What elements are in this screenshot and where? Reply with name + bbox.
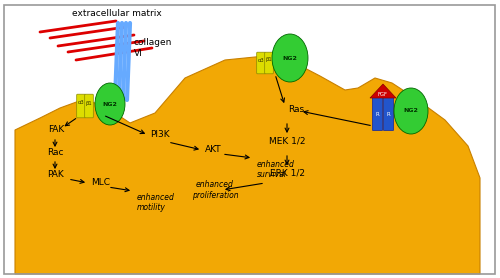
Text: R: R [376,111,380,116]
Text: AKT: AKT [205,145,222,154]
Text: PI3K: PI3K [150,130,170,139]
Text: MLC: MLC [91,178,110,187]
Ellipse shape [95,83,125,125]
Polygon shape [370,84,396,98]
Text: extracellular matrix: extracellular matrix [72,9,162,18]
Text: β1: β1 [86,101,92,105]
Text: enhanced
survival: enhanced survival [257,160,295,179]
Polygon shape [15,56,480,274]
Text: NG2: NG2 [102,101,118,106]
Ellipse shape [272,34,308,82]
Text: ERK 1/2: ERK 1/2 [270,168,304,177]
FancyBboxPatch shape [372,98,382,130]
Text: NG2: NG2 [404,108,418,113]
Text: NG2: NG2 [282,56,298,61]
Text: enhanced
proliferation: enhanced proliferation [192,180,238,200]
Text: collagen
VI: collagen VI [134,38,172,58]
FancyBboxPatch shape [76,94,86,118]
Text: MEK 1/2: MEK 1/2 [269,136,305,145]
Text: FAK: FAK [48,125,64,134]
FancyBboxPatch shape [264,52,274,74]
Text: α3: α3 [78,101,84,105]
FancyBboxPatch shape [256,52,266,74]
Text: β1: β1 [266,58,272,63]
FancyBboxPatch shape [384,98,394,130]
Text: Ras: Ras [288,105,304,114]
Text: α3: α3 [258,58,264,63]
FancyBboxPatch shape [84,94,94,118]
Text: Rac: Rac [47,148,64,157]
Text: R: R [386,111,390,116]
Ellipse shape [394,88,428,134]
Text: FGF: FGF [378,91,388,96]
Text: enhanced
motility: enhanced motility [137,193,175,212]
Text: PAK: PAK [47,170,64,179]
